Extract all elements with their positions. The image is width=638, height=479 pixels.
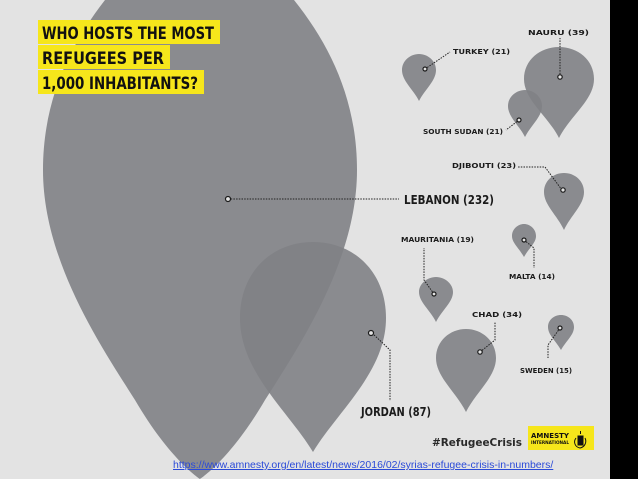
infographic: WHO HOSTS THE MOST REFUGEES PER 1,000 IN…: [0, 0, 610, 479]
country-labels: LEBANON (232) JORDAN (87) NAURU (39) CHA…: [358, 28, 589, 420]
logo-line-2: INTERNATIONAL: [531, 440, 569, 445]
title-block: WHO HOSTS THE MOST REFUGEES PER 1,000 IN…: [38, 20, 220, 94]
leader-mauritania: [423, 248, 435, 295]
dot-jordan: [367, 329, 375, 337]
pin-sweden: [548, 315, 574, 350]
label-box-jordan: [358, 401, 434, 420]
pin-nauru: [524, 47, 594, 138]
leader-jordan: [371, 332, 391, 402]
candle-icon: [574, 431, 587, 449]
label-box-lebanon: [400, 189, 498, 209]
label-nauru: NAURU (39): [528, 28, 589, 37]
pin-djibouti: [544, 173, 584, 230]
leader-djibouti: [518, 166, 563, 191]
pin-jordan: [240, 242, 386, 452]
pin-mauritania: [419, 277, 453, 322]
leader-south-sudan: [505, 119, 520, 131]
label-malta: MALTA (14): [509, 272, 555, 281]
dot-djibouti: [560, 187, 566, 193]
title-highlight-2: [38, 45, 170, 69]
leader-turkey: [424, 51, 451, 70]
amnesty-logo: AMNESTY INTERNATIONAL: [528, 426, 594, 450]
source-link[interactable]: https://www.amnesty.org/en/latest/news/2…: [173, 459, 554, 471]
dot-south-sudan: [516, 117, 522, 123]
dot-lebanon: [224, 195, 232, 203]
dot-mauritania: [431, 291, 437, 297]
dot-chad: [477, 349, 483, 355]
title-highlight-1: [38, 20, 220, 44]
dot-nauru: [557, 74, 563, 80]
label-djibouti: DJIBOUTI (23): [452, 161, 516, 170]
label-lebanon: LEBANON (232): [404, 193, 494, 207]
hashtag: #RefugeeCrisis: [432, 436, 522, 449]
label-chad: CHAD (34): [472, 310, 522, 319]
label-turkey: TURKEY (21): [453, 47, 510, 56]
pin-south-sudan: [508, 90, 542, 137]
label-mauritania: MAURITANIA (19): [401, 235, 474, 244]
label-south-sudan: SOUTH SUDAN (21): [423, 127, 503, 136]
title-line-2: REFUGEES PER: [42, 49, 164, 69]
leader-chad: [479, 322, 496, 353]
dot-sweden: [557, 325, 563, 331]
pin-turkey: [402, 54, 436, 101]
dot-turkey: [422, 66, 428, 72]
dot-malta: [521, 237, 527, 243]
logo-line-1: AMNESTY: [531, 432, 570, 440]
title-highlight-3: [38, 70, 204, 94]
title-line-1: WHO HOSTS THE MOST: [42, 24, 214, 44]
title-line-3: 1,000 INHABITANTS?: [42, 74, 198, 94]
label-jordan: JORDAN (87): [360, 405, 431, 419]
label-sweden: SWEDEN (15): [520, 366, 572, 375]
